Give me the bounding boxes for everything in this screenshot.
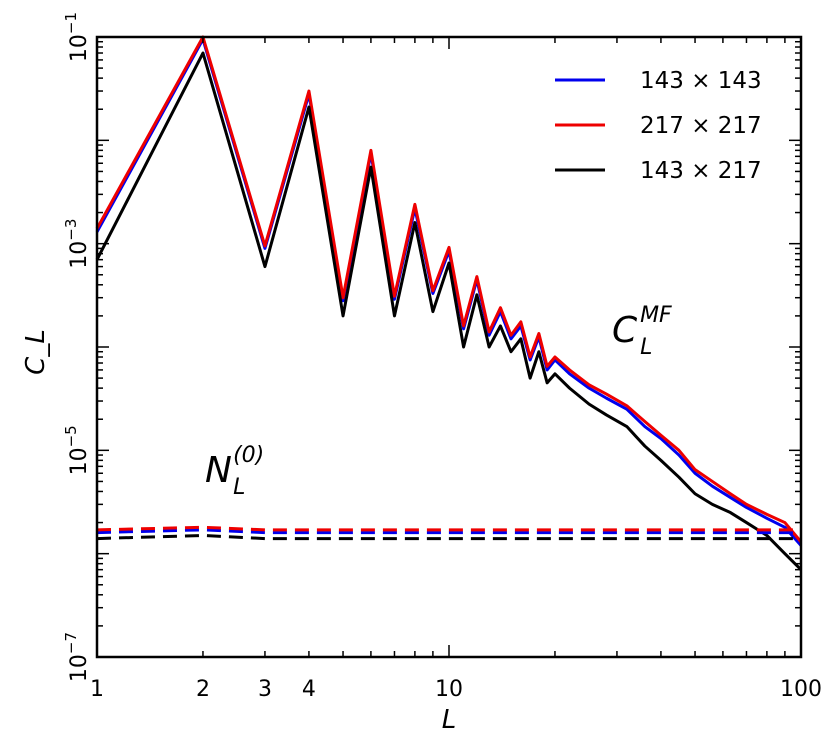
y-tick-base: 10 xyxy=(67,241,92,269)
y-tick-base: 10 xyxy=(67,34,92,62)
legend-label-0: 143 × 143 xyxy=(640,68,762,94)
y-tick-label: 10−5 xyxy=(62,425,92,475)
y-tick-exp: −5 xyxy=(62,425,80,447)
x-tick-label: 1 xyxy=(90,677,104,702)
series-line-4 xyxy=(96,525,801,532)
y-tick-label: 10−3 xyxy=(62,219,92,269)
annotation-n0-sub: L xyxy=(233,475,245,500)
annotation-n0-sup: (0) xyxy=(233,443,264,468)
y-tick-base: 10 xyxy=(67,654,92,682)
y-tick-label: 10−1 xyxy=(62,12,92,62)
x-tick-label: 10 xyxy=(435,677,463,702)
annotation-mf-sup: MF xyxy=(640,303,672,328)
series-layer xyxy=(95,35,803,571)
x-tick-label: 3 xyxy=(258,677,272,702)
y-tick-label: 10−7 xyxy=(62,632,92,682)
legend: 143 × 143 217 × 217 143 × 217 xyxy=(555,68,762,184)
y-tick-exp: −3 xyxy=(62,219,80,241)
legend-label-2: 143 × 217 xyxy=(640,158,762,184)
series-line-1 xyxy=(95,35,803,543)
y-tick-exp: −1 xyxy=(62,12,80,34)
series-line-5 xyxy=(96,533,801,541)
y-tick-exp: −7 xyxy=(62,632,80,654)
annotation-mf-sub: L xyxy=(640,335,652,360)
x-tick-label: 4 xyxy=(302,677,316,702)
y-tick-base: 10 xyxy=(67,447,92,475)
annotation-mf-main: C xyxy=(612,310,638,351)
series-line-2 xyxy=(95,51,803,571)
y-axis-title: C_L xyxy=(21,329,51,375)
series-line-3 xyxy=(96,528,801,535)
x-axis-title: L xyxy=(442,705,457,735)
x-tick-label: 2 xyxy=(196,677,210,702)
x-tick-label: 100 xyxy=(780,677,822,702)
legend-label-1: 217 × 217 xyxy=(640,113,762,139)
plot-frame xyxy=(95,35,803,659)
annotation-n0-main: N xyxy=(205,450,232,491)
